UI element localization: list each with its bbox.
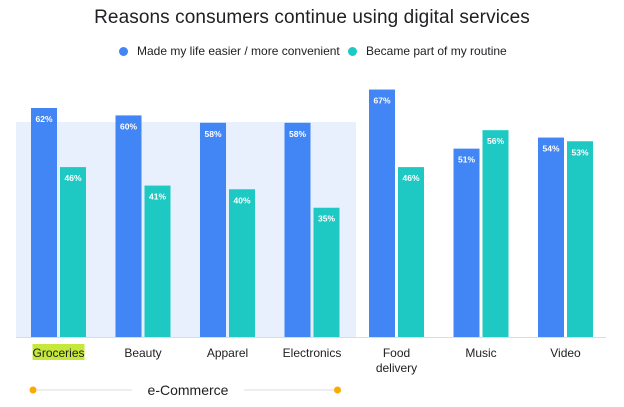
legend-label-routine: Became part of my routine — [366, 44, 507, 58]
bar-music-series-2[interactable] — [482, 130, 509, 337]
bar-apparel-series-2[interactable] — [229, 189, 255, 337]
bar-label-electronics-series-2: 35% — [318, 214, 335, 224]
legend-item-routine[interactable]: Became part of my routine — [348, 44, 507, 58]
group-label-ecommerce: e-Commerce — [148, 382, 229, 398]
category-label-music: Music — [465, 346, 496, 360]
category-label-apparel: Apparel — [207, 346, 248, 360]
bar-label-groceries-series-2: 46% — [64, 173, 81, 183]
bar-video-series-2[interactable] — [567, 141, 593, 337]
bar-label-food-delivery-series-1: 67% — [373, 96, 390, 106]
bar-groceries-series-1[interactable] — [31, 108, 57, 337]
bar-music-series-1[interactable] — [453, 148, 480, 337]
bar-label-electronics-series-1: 58% — [289, 129, 306, 139]
group-bracket-end-dot — [334, 386, 341, 394]
legend-marker-convenient — [119, 46, 128, 56]
bar-food-delivery-series-2[interactable] — [398, 167, 424, 337]
bar-electronics-series-2[interactable] — [313, 207, 340, 337]
bar-beauty-series-1[interactable] — [115, 115, 142, 338]
legend-marker-routine — [348, 46, 357, 56]
bar-label-video-series-2: 53% — [571, 147, 588, 157]
bar-label-beauty-series-1: 60% — [120, 121, 137, 131]
bar-label-music-series-2: 56% — [487, 136, 504, 146]
bar-label-apparel-series-2: 40% — [233, 195, 250, 205]
legend-label-convenient: Made my life easier / more convenient — [137, 44, 340, 58]
category-label-groceries: Groceries — [32, 346, 84, 360]
category-highlight-groceries — [32, 344, 85, 360]
legend: Made my life easier / more convenient Be… — [0, 44, 624, 60]
bar-label-apparel-series-1: 58% — [204, 129, 221, 139]
category-label-food-delivery-line-1: Food — [383, 346, 410, 360]
bar-groceries-series-2[interactable] — [60, 167, 86, 337]
category-label-beauty: Beauty — [124, 346, 161, 360]
chart-title: Reasons consumers continue using digital… — [94, 7, 530, 28]
group-bracket-start-dot — [29, 386, 37, 394]
category-label-food-delivery-line-2: delivery — [376, 361, 417, 375]
bar-apparel-series-1[interactable] — [200, 122, 226, 337]
category-label-video: Video — [550, 346, 581, 360]
legend-item-convenient[interactable]: Made my life easier / more convenient — [119, 44, 340, 58]
category-label-electronics: Electronics — [283, 346, 342, 360]
bar-label-beauty-series-2: 41% — [149, 192, 166, 202]
bar-label-food-delivery-series-2: 46% — [402, 173, 419, 183]
bar-label-video-series-1: 54% — [542, 144, 559, 154]
bar-beauty-series-2[interactable] — [144, 185, 171, 337]
bar-label-groceries-series-1: 62% — [35, 114, 52, 124]
bar-label-music-series-1: 51% — [458, 155, 475, 165]
bar-video-series-1[interactable] — [538, 137, 564, 337]
bar-electronics-series-1[interactable] — [284, 122, 311, 337]
bar-food-delivery-series-1[interactable] — [369, 89, 395, 338]
